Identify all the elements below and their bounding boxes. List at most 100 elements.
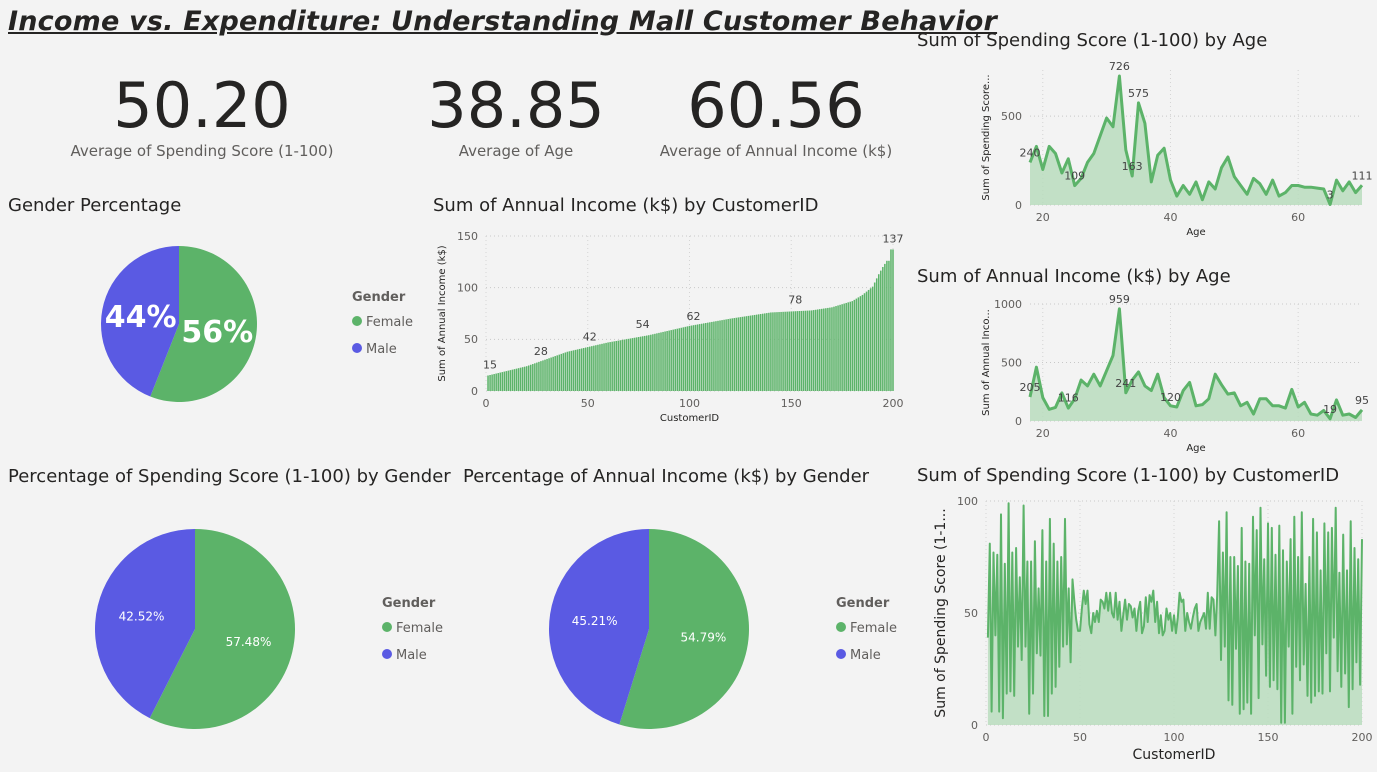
y-tick-label: 500 [1001, 356, 1022, 369]
bar [509, 370, 512, 391]
bar [527, 365, 530, 391]
bar [786, 311, 788, 391]
legend-male-marker [836, 649, 846, 659]
pie-slice-male [549, 529, 649, 725]
bar [513, 369, 516, 391]
income-by-customer-chart[interactable]: 0 50 100 150 0 50 100 150 200 CustomerID Sum of An… [425, 222, 905, 437]
data-label: 116 [1058, 391, 1079, 404]
bar [715, 321, 717, 391]
bar [806, 310, 809, 391]
bar [853, 299, 856, 391]
bar [719, 320, 721, 391]
x-tick-label: 40 [1163, 427, 1177, 440]
y-tick-label: 150 [457, 230, 478, 243]
bar [635, 337, 638, 391]
legend-female-label: Female [396, 621, 443, 636]
bar [586, 347, 589, 391]
bar [688, 325, 691, 391]
legend-female-marker [382, 622, 392, 632]
legend-male-label: Male [850, 648, 881, 663]
bar [707, 322, 709, 391]
bar [572, 350, 575, 391]
bar [880, 270, 882, 391]
bar [784, 311, 786, 391]
kpi-value: 38.85 [427, 69, 605, 142]
kpi-value: 60.56 [687, 69, 865, 142]
bar [698, 324, 701, 391]
data-label: 42 [583, 331, 597, 344]
x-tick-label: 200 [1352, 731, 1373, 744]
bar [733, 318, 736, 391]
bar [639, 336, 642, 391]
bar [890, 249, 892, 391]
income-by-age-chart[interactable]: 0 500 1000 20 40 60 Age Sum of Annual Inco... 20… [910, 290, 1372, 460]
bar [650, 334, 652, 391]
data-label: 111 [1352, 169, 1373, 182]
pie-value-label: 54.79% [680, 630, 726, 644]
y-axis-title: Sum of Annual Inco... [981, 309, 992, 416]
bar [648, 335, 650, 391]
x-tick-label: 150 [1258, 731, 1279, 744]
bar [676, 328, 679, 391]
bar [515, 368, 518, 391]
data-label: 120 [1160, 391, 1181, 404]
bar [772, 312, 774, 391]
data-label: 62 [687, 310, 701, 323]
series-area [1030, 308, 1362, 421]
y-tick-label: 100 [457, 282, 478, 295]
bar [877, 274, 880, 391]
gender-pie-chart[interactable]: 56%44% Gender Female Male [0, 225, 430, 435]
x-tick-label: 60 [1291, 427, 1305, 440]
x-tick-label: 100 [679, 397, 700, 410]
data-label: 241 [1115, 377, 1136, 390]
bar [593, 345, 595, 391]
x-tick-label: 100 [1164, 731, 1185, 744]
data-label: 575 [1128, 87, 1149, 100]
bar [556, 355, 558, 391]
income-by-gender-title: Percentage of Annual Income (k$) by Gend… [463, 466, 870, 487]
legend-female-label: Female [366, 315, 413, 330]
bar [521, 367, 524, 391]
bar [525, 366, 528, 391]
bar [794, 311, 797, 391]
legend-female-label: Female [850, 621, 897, 636]
bar [660, 332, 662, 391]
bar [747, 315, 750, 391]
bar [542, 360, 544, 391]
bar [790, 311, 793, 391]
bar [491, 374, 493, 391]
bar [519, 367, 522, 391]
bar [700, 323, 703, 391]
spending-by-customer-chart[interactable]: 0 50 100 0 50 100 150 200 CustomerID Sum of Spend… [910, 490, 1372, 768]
bar [611, 341, 613, 391]
legend-title: Gender [382, 596, 436, 611]
spending-by-gender-title: Percentage of Spending Score (1-100) by … [8, 466, 451, 487]
spending-by-gender-chart[interactable]: 57.48% 42.52% Gender Female Male [0, 500, 450, 760]
bar [682, 327, 685, 391]
bar [692, 325, 695, 391]
bar [576, 349, 579, 391]
spending-by-age-chart[interactable]: 0 500 20 40 60 Age Sum of Spending Score... 240… [910, 60, 1372, 250]
bar [849, 301, 852, 391]
bar [845, 302, 847, 391]
bar [823, 308, 825, 391]
bar [865, 291, 868, 391]
bar [796, 311, 799, 391]
pie-value-label: 57.48% [226, 635, 272, 649]
series-area [987, 503, 1362, 725]
bar [788, 311, 790, 391]
bar [802, 310, 805, 391]
bar [643, 335, 646, 391]
data-label: 28 [534, 345, 548, 358]
bar [741, 316, 744, 391]
y-tick-label: 0 [1015, 199, 1022, 212]
bar [873, 282, 876, 391]
bar [493, 374, 495, 391]
bar [684, 326, 687, 391]
pie-slice-female [150, 246, 258, 402]
spending-by-customer-title: Sum of Spending Score (1-100) by Custome… [917, 465, 1340, 486]
income-by-gender-chart[interactable]: 54.79% 45.21% Gender Female Male [455, 500, 905, 760]
y-axis-title: Sum of Spending Score (1-1... [933, 508, 949, 717]
y-tick-label: 0 [471, 385, 478, 398]
x-tick-label: 50 [581, 397, 595, 410]
